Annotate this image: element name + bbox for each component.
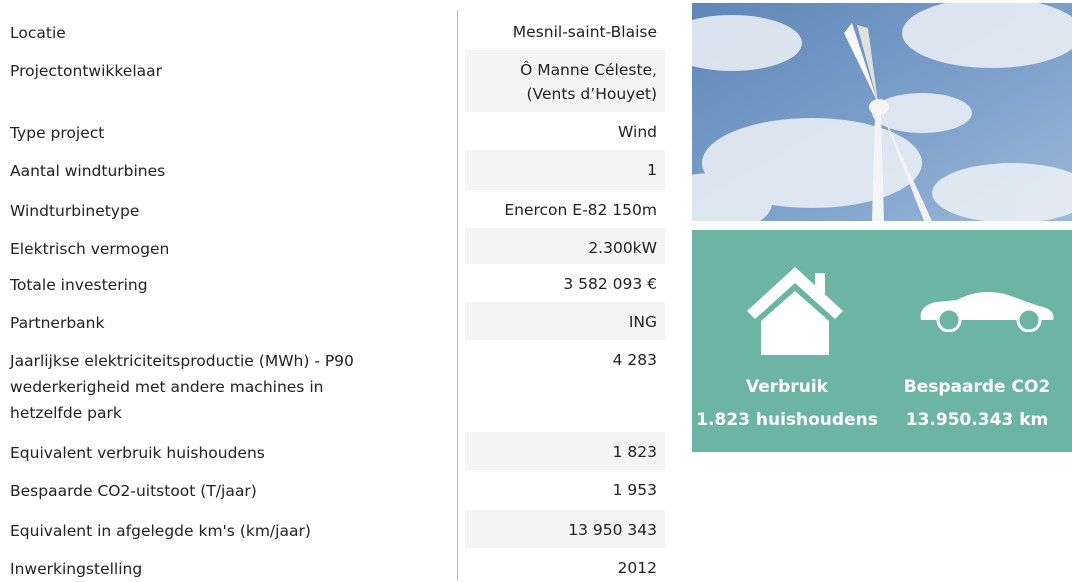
table-row: Wind Type project <box>0 112 665 150</box>
row-value: 2012 <box>618 556 657 580</box>
row-label: Equivalent in afgelegde km's (km/jaar) <box>10 518 311 544</box>
row-value: 2.300kW <box>588 236 657 260</box>
row-label: Projectontwikkelaar <box>10 58 162 84</box>
table-row: 1 Aantal windturbines <box>0 150 665 190</box>
row-label: Locatie <box>10 20 66 46</box>
row-label: Aantal windturbines <box>10 158 165 184</box>
row-label: Bespaarde CO2-uitstoot (T/jaar) <box>10 478 257 504</box>
row-label: Partnerbank <box>10 310 104 336</box>
row-value: ING <box>629 310 657 334</box>
value-cell: Mesnil-saint-Blaise <box>465 12 665 50</box>
value-cell: 13 950 343 <box>465 510 665 548</box>
turbine-photo <box>692 3 1072 221</box>
stat-title: Bespaarde CO2 <box>882 377 1072 397</box>
value-cell: 1 <box>465 150 665 190</box>
table-row: Enercon E-82 150m Windturbinetype <box>0 190 665 228</box>
row-label: Jaarlijkse elektriciteitsproductie (MWh)… <box>10 348 354 426</box>
stat-value: 1.823 huishoudens <box>682 410 892 430</box>
row-label: Elektrisch vermogen <box>10 236 169 262</box>
row-value: 4 283 <box>613 348 657 372</box>
table-row: 3 582 093 € Totale investering <box>0 264 665 302</box>
table-row: ING Partnerbank <box>0 302 665 340</box>
table-row: 4 283 Jaarlijkse elektriciteitsproductie … <box>0 340 665 432</box>
row-value: 1 953 <box>613 478 657 502</box>
row-value: Ô Manne Céleste, (Vents d’Houyet) <box>520 58 657 106</box>
row-value: 1 <box>647 158 657 182</box>
body: {"table": {"rows": [ {"label": "Locatie"… <box>0 0 1072 580</box>
row-value: Mesnil-saint-Blaise <box>513 20 657 44</box>
row-value: Wind <box>618 120 657 144</box>
row-label: Type project <box>10 120 104 146</box>
row-label: Totale investering <box>10 272 148 298</box>
table-row: 13 950 343 Equivalent in afgelegde km's (… <box>0 510 665 548</box>
table-row: 2012 Inwerkingstelling <box>0 548 665 580</box>
row-label: Equivalent verbruik huishoudens <box>10 440 265 466</box>
value-cell: Enercon E-82 150m <box>465 190 665 228</box>
table-row: 1 953 Bespaarde CO2-uitstoot (T/jaar) <box>0 470 665 510</box>
table-row: 1 823 Equivalent verbruik huishoudens <box>0 432 665 470</box>
value-cell: Ô Manne Céleste, (Vents d’Houyet) <box>465 50 665 112</box>
value-cell: 1 823 <box>465 432 665 470</box>
value-cell: Wind <box>465 112 665 150</box>
row-value: 13 950 343 <box>568 518 657 542</box>
value-cell: 2.300kW <box>465 228 665 264</box>
page: Project html, body { margin: 0; padding:… <box>0 0 1072 580</box>
stat-value: 13.950.343 km <box>872 410 1072 430</box>
table-row: Mesnil-saint-Blaise Locatie <box>0 12 665 50</box>
stat-title: Verbruik <box>692 377 882 397</box>
row-value: 3 582 093 € <box>563 272 657 296</box>
value-cell: 2012 <box>465 548 665 580</box>
row-value: Enercon E-82 150m <box>504 198 657 222</box>
value-cell: 3 582 093 € <box>465 264 665 302</box>
row-label: Inwerkingstelling <box>10 556 142 582</box>
table-row: Ô Manne Céleste, (Vents d’Houyet) Project… <box>0 50 665 112</box>
value-cell: ING <box>465 302 665 340</box>
value-cell: 4 283 <box>465 340 665 432</box>
value-cell: 1 953 <box>465 470 665 510</box>
row-label: Windturbinetype <box>10 198 139 224</box>
table-row: 2.300kW Elektrisch vermogen <box>0 228 665 264</box>
row-value: 1 823 <box>613 440 657 464</box>
